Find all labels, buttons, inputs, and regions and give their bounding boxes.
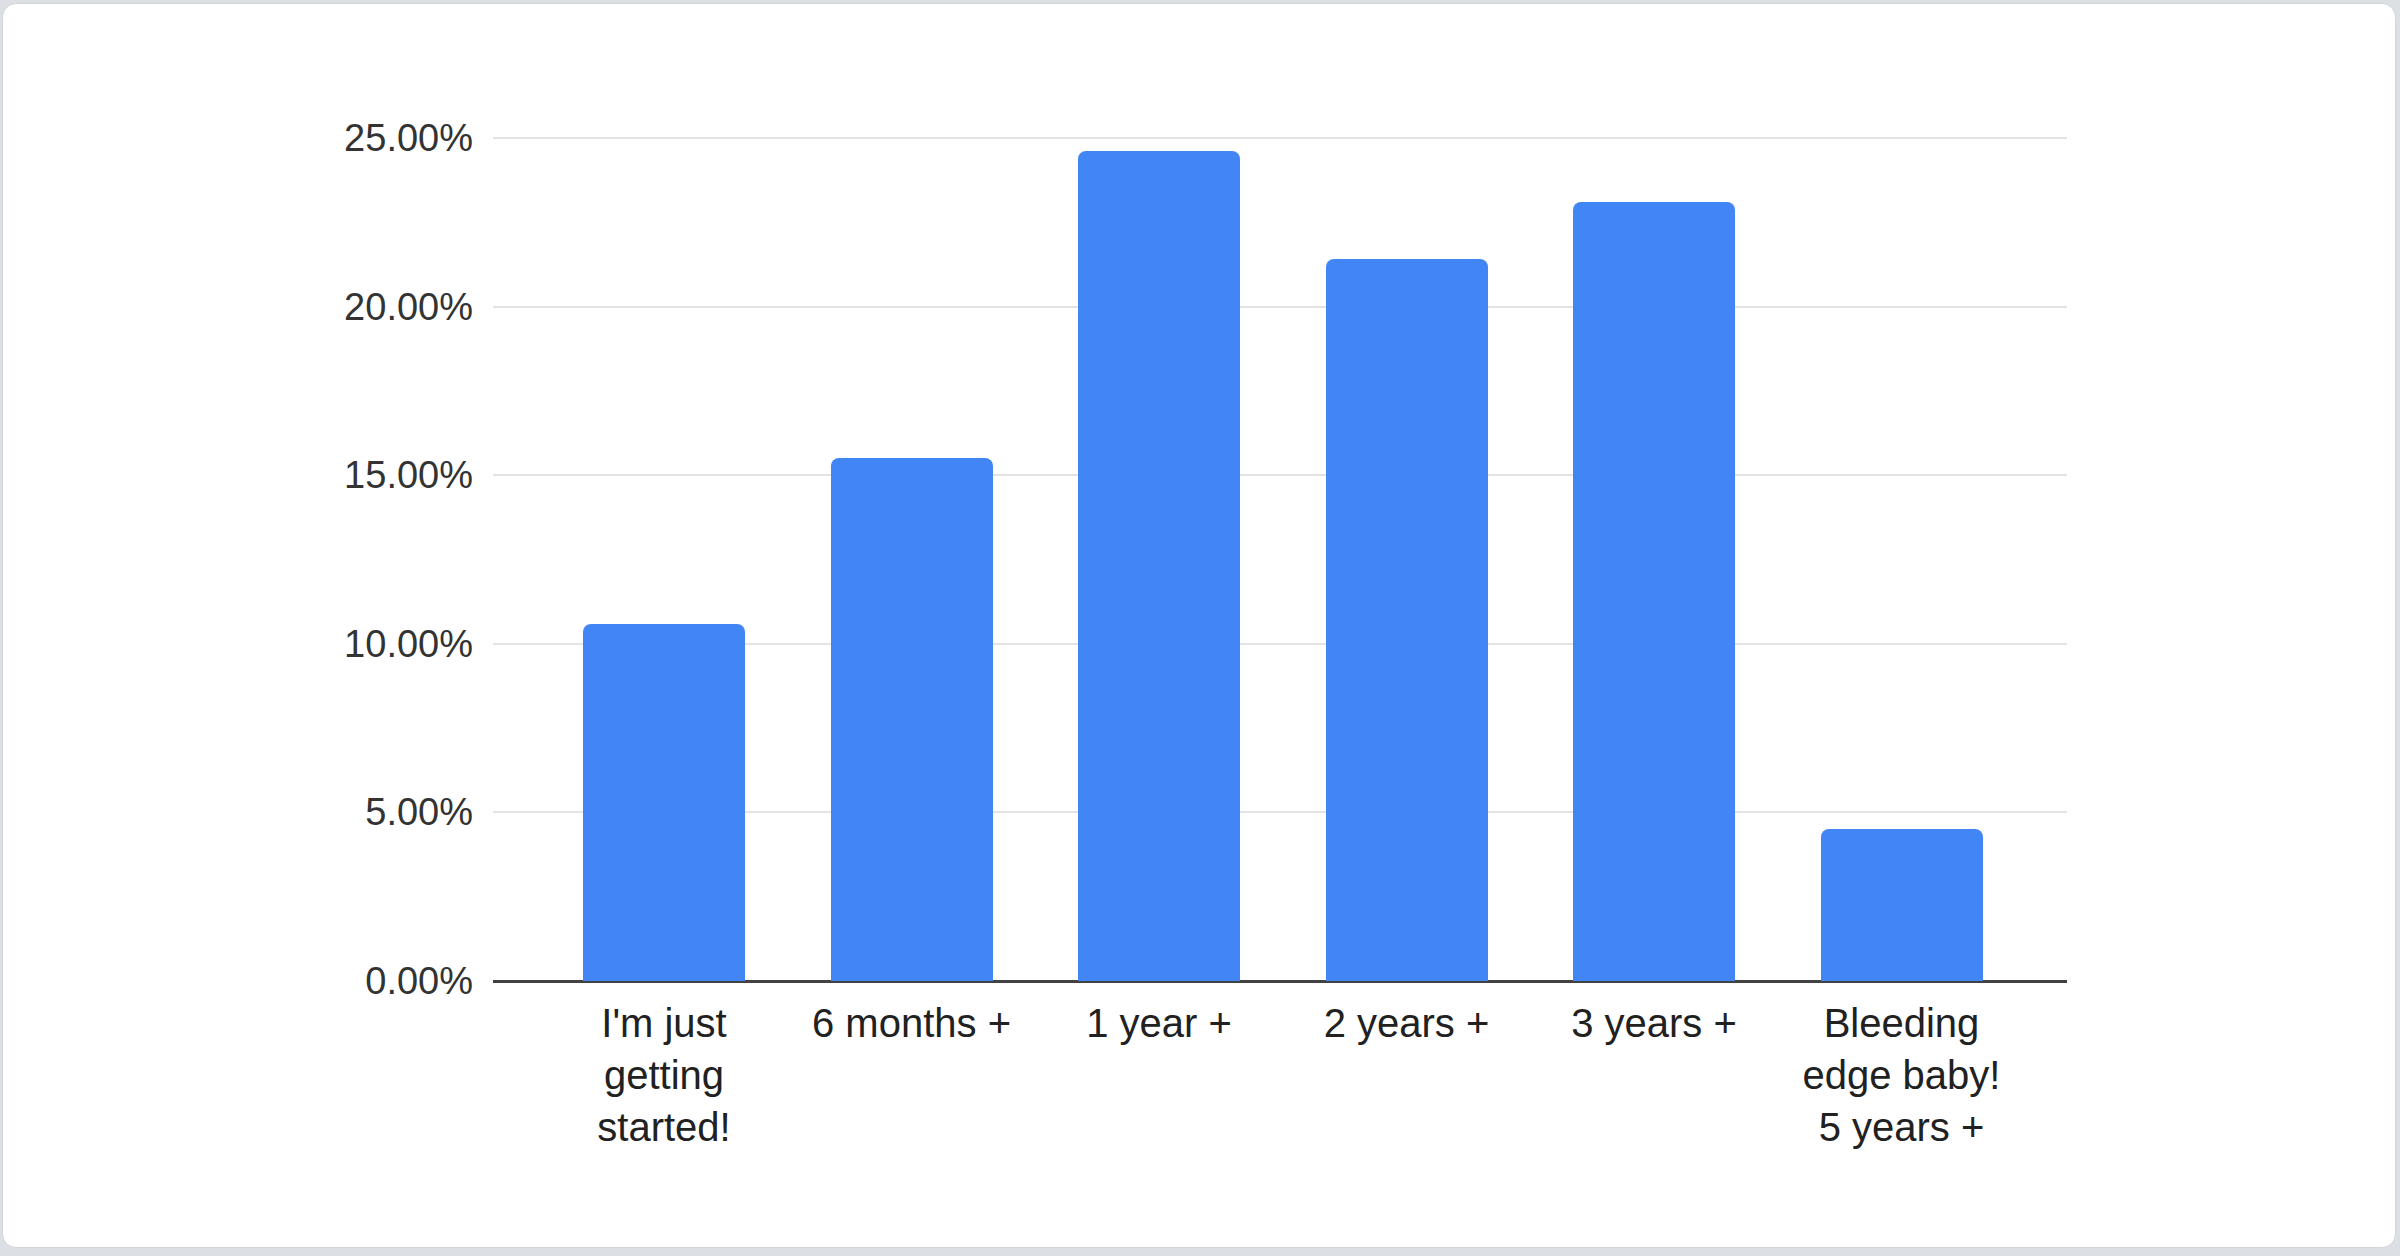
x-axis-category-label: 2 years + [1262,997,1552,1049]
bar[interactable] [831,458,993,981]
y-axis-tick-label: 25.00% [0,117,473,160]
x-axis-category-label: Bleeding edge baby! 5 years + [1757,997,2047,1153]
y-axis-tick-label: 5.00% [0,791,473,834]
gridline [493,474,2067,476]
x-axis-category-label: 3 years + [1509,997,1799,1049]
x-axis-category-label: I'm just getting started! [519,997,809,1153]
gridline [493,306,2067,308]
bar[interactable] [1573,202,1735,981]
bar-chart: 0.00% 5.00% 10.00% 15.00% 20.00% 25.00% I'm ju… [0,0,2400,1256]
bar[interactable] [583,624,745,981]
x-axis-category-label: 6 months + [767,997,1057,1049]
y-axis-tick-label: 0.00% [0,960,473,1003]
bar[interactable] [1078,151,1240,981]
bar[interactable] [1821,829,1983,981]
page: { "page": { "background_color": "#dcdfe3… [0,0,2400,1256]
x-axis-category-label: 1 year + [1014,997,1304,1049]
y-axis-tick-label: 10.00% [0,622,473,665]
bar[interactable] [1326,259,1488,981]
gridline [493,137,2067,139]
y-axis-tick-label: 15.00% [0,454,473,497]
y-axis-tick-label: 20.00% [0,285,473,328]
